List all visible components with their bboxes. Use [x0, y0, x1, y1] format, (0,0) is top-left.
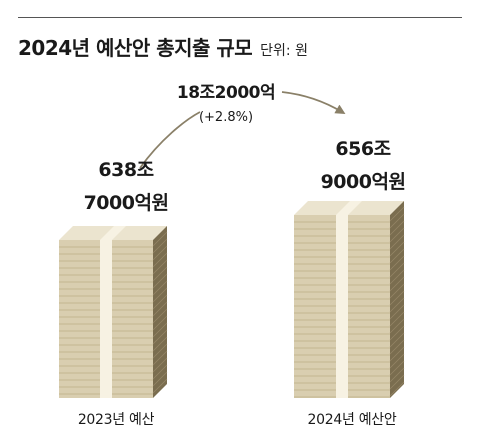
- category-label-2024: 2024년 예산안: [308, 412, 397, 428]
- bar-side-line: [152, 308, 168, 324]
- change-label: 18조2000억: [177, 83, 275, 103]
- bar-side-line: [389, 360, 405, 376]
- bar-side-line: [152, 336, 168, 352]
- unit-label: 단위: 원: [260, 43, 308, 59]
- bar-side-line: [389, 290, 405, 306]
- bar-side-line: [389, 220, 405, 236]
- value-label-2023-line2: 7000억원: [84, 192, 169, 214]
- bar-side-line: [152, 378, 168, 394]
- bar-side-line: [389, 353, 405, 369]
- bar-side-line: [152, 259, 168, 275]
- bar-side-line: [152, 301, 168, 317]
- bar-side-line: [152, 231, 168, 247]
- bar-side-line: [152, 329, 168, 345]
- bar-side-line: [389, 374, 405, 390]
- bars-layer: [59, 201, 405, 398]
- bar-side-line: [389, 339, 405, 355]
- bar-side-line: [152, 371, 168, 387]
- bar-side-line: [389, 255, 405, 271]
- bar-side-line: [389, 283, 405, 299]
- change-arrow: [139, 111, 201, 169]
- bar-side-line: [389, 304, 405, 320]
- title-row: 2024년 예산안 총지출 규모 단위: 원: [18, 32, 308, 60]
- bar-side-line: [152, 245, 168, 261]
- category-label-2023: 2023년 예산: [78, 412, 155, 428]
- bar-side-line: [389, 311, 405, 327]
- bar-side-line: [389, 248, 405, 264]
- change-arrow-right: [281, 91, 346, 115]
- bar-1: [59, 226, 168, 398]
- bar-side-line: [389, 276, 405, 292]
- bar-side-line: [152, 357, 168, 373]
- bar-side-line: [152, 364, 168, 380]
- bar-side-line: [389, 227, 405, 243]
- bar-side-line: [152, 343, 168, 359]
- bar-top-band: [100, 226, 126, 240]
- bar-side-line: [152, 315, 168, 331]
- bar-side-line: [152, 238, 168, 254]
- bar-side-line: [389, 241, 405, 257]
- bar-side-line: [152, 294, 168, 310]
- bar-band: [336, 215, 348, 398]
- bar-side-line: [389, 297, 405, 313]
- bar-side-line: [389, 325, 405, 341]
- chart-title: 2024년 예산안 총지출 규모: [18, 36, 253, 60]
- bar-side-line: [389, 332, 405, 348]
- bar-side-line: [152, 266, 168, 282]
- bar-side-line: [389, 234, 405, 250]
- bar-side-line: [389, 262, 405, 278]
- bar-side-line: [389, 381, 405, 397]
- bar-side-line: [389, 206, 405, 222]
- bar-side-line: [389, 346, 405, 362]
- bar-side-line: [152, 287, 168, 303]
- bar-2: [294, 201, 405, 398]
- change-percent: (+2.8%): [199, 110, 253, 125]
- bar-top-band: [336, 201, 362, 215]
- bar-side-line: [389, 213, 405, 229]
- bar-side-line: [152, 273, 168, 289]
- bar-side-line: [389, 367, 405, 383]
- bar-side-line: [152, 280, 168, 296]
- bar-side-face: [390, 201, 404, 398]
- bar-side-line: [389, 318, 405, 334]
- bar-side-line: [152, 350, 168, 366]
- value-label-2023-line1: 638조: [98, 159, 153, 181]
- bar-side-line: [152, 252, 168, 268]
- bar-band: [100, 240, 112, 398]
- top-divider: [18, 17, 462, 18]
- value-label-2024-line1: 656조: [335, 138, 390, 160]
- bar-side-line: [152, 322, 168, 338]
- bar-side-line: [389, 269, 405, 285]
- value-label-2024-line2: 9000억원: [321, 171, 406, 193]
